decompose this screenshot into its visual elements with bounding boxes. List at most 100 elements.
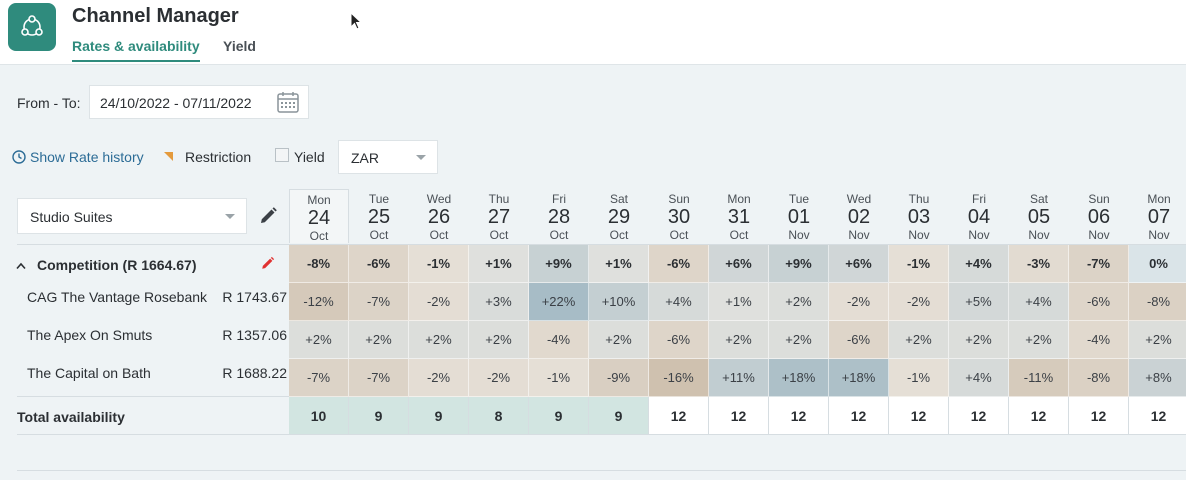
competitor-rate-cell[interactable]: -6% — [829, 321, 889, 359]
competition-cell[interactable]: 0% — [1129, 245, 1186, 283]
competitor-rate-cell[interactable]: +4% — [649, 283, 709, 321]
mouse-cursor-icon — [350, 12, 362, 30]
day-dom: 02 — [847, 206, 871, 228]
competition-cell[interactable]: +6% — [829, 245, 889, 283]
chevron-up-icon[interactable] — [16, 262, 26, 270]
yield-checkbox[interactable] — [275, 148, 289, 162]
day-mon: Nov — [1028, 228, 1050, 242]
competitor-rate-cell[interactable]: -7% — [289, 359, 349, 397]
availability-cell[interactable]: 9 — [529, 397, 589, 434]
day-header: Mon 31 Oct — [709, 189, 769, 243]
competitor-rate-cell[interactable]: -2% — [409, 283, 469, 321]
availability-cell[interactable]: 12 — [889, 397, 949, 434]
competitor-rate-cell[interactable]: -6% — [649, 321, 709, 359]
competitor-rate-cell[interactable]: +4% — [1009, 283, 1069, 321]
competition-cell[interactable]: -3% — [1009, 245, 1069, 283]
nodes-icon[interactable] — [8, 3, 56, 51]
competitor-rate-cell[interactable]: +2% — [589, 321, 649, 359]
competitor-rate-cell[interactable]: +5% — [949, 283, 1009, 321]
competitor-rate-cell[interactable]: +2% — [769, 321, 829, 359]
day-mon: Nov — [848, 228, 870, 242]
competitor-rate-cell[interactable]: -2% — [409, 359, 469, 397]
availability-cell[interactable]: 12 — [949, 397, 1009, 434]
competition-cell[interactable]: +4% — [949, 245, 1009, 283]
competitor-rate-cell[interactable]: +2% — [889, 321, 949, 359]
competition-cell[interactable]: -8% — [289, 245, 349, 283]
availability-cell[interactable]: 12 — [649, 397, 709, 434]
competitor-rate-cell[interactable]: -2% — [889, 283, 949, 321]
availability-cell[interactable]: 12 — [769, 397, 829, 434]
day-mon: Nov — [1148, 228, 1170, 242]
competition-cell[interactable]: -1% — [889, 245, 949, 283]
availability-cell[interactable]: 12 — [1069, 397, 1129, 434]
competitor-rate-cell[interactable]: +2% — [1009, 321, 1069, 359]
competitor-rate-cell[interactable]: -6% — [1069, 283, 1129, 321]
competitor-rate-cell[interactable]: -9% — [589, 359, 649, 397]
competitor-rate-cell[interactable]: -1% — [889, 359, 949, 397]
competitor-rate-cell[interactable]: +2% — [949, 321, 1009, 359]
competitor-rate-cell[interactable]: +4% — [949, 359, 1009, 397]
competitor-rate-cell[interactable]: -11% — [1009, 359, 1069, 397]
day-mon: Oct — [369, 228, 389, 242]
tab-rates-availability[interactable]: Rates & availability — [72, 38, 200, 62]
competitor-rate-cell[interactable]: +2% — [289, 321, 349, 359]
availability-cell[interactable]: 12 — [709, 397, 769, 434]
competitor-rate-cell[interactable]: +11% — [709, 359, 769, 397]
availability-cell[interactable]: 10 — [289, 397, 349, 434]
competition-cell[interactable]: +9% — [769, 245, 829, 283]
competitor-rate-cell[interactable]: -2% — [829, 283, 889, 321]
date-range-input[interactable]: 24/10/2022 - 07/11/2022 — [89, 85, 309, 119]
availability-cell[interactable]: 8 — [469, 397, 529, 434]
competitor-rate-cell[interactable]: +2% — [769, 283, 829, 321]
competition-cell[interactable]: +9% — [529, 245, 589, 283]
competition-cell[interactable]: +1% — [589, 245, 649, 283]
competitor-rate-cell[interactable]: +2% — [349, 321, 409, 359]
day-header: Sun 30 Oct — [649, 189, 709, 243]
competitor-rate-cell[interactable]: -16% — [649, 359, 709, 397]
competitor-rate-cell[interactable]: -7% — [349, 283, 409, 321]
room-type-select[interactable]: Studio Suites — [17, 198, 247, 234]
competitor-rate-cell[interactable]: -4% — [1069, 321, 1129, 359]
day-header: Tue 25 Oct — [349, 189, 409, 243]
competitor-rate-cell[interactable]: -2% — [469, 359, 529, 397]
competition-cell[interactable]: -7% — [1069, 245, 1129, 283]
competitor-rate-cell[interactable]: +2% — [409, 321, 469, 359]
competitor-rate-cell[interactable]: +18% — [769, 359, 829, 397]
availability-cell[interactable]: 9 — [589, 397, 649, 434]
competitor-rate-cell[interactable]: -7% — [349, 359, 409, 397]
competitor-rate-cell[interactable]: -1% — [529, 359, 589, 397]
edit-pencil-icon[interactable] — [258, 206, 278, 226]
competitor-rate-cell[interactable]: +3% — [469, 283, 529, 321]
show-rate-history-link[interactable]: Show Rate history — [12, 149, 144, 165]
competitor-rate-cell[interactable]: +1% — [709, 283, 769, 321]
edit-red-pencil-icon[interactable] — [260, 256, 275, 271]
availability-cell[interactable]: 9 — [409, 397, 469, 434]
availability-cell[interactable]: 12 — [1009, 397, 1069, 434]
availability-cell[interactable]: 12 — [1129, 397, 1186, 434]
day-header: Fri 28 Oct — [529, 189, 589, 243]
competition-label: Competition (R 1664.67) — [37, 257, 197, 273]
competitor-rate-cell[interactable]: +22% — [529, 283, 589, 321]
competition-cell[interactable]: -1% — [409, 245, 469, 283]
competition-cell[interactable]: +1% — [469, 245, 529, 283]
calendar-icon[interactable] — [276, 90, 300, 114]
competitor-rate-cell[interactable]: -4% — [529, 321, 589, 359]
next-section-strip — [17, 470, 1186, 480]
day-dow: Sun — [1088, 192, 1110, 206]
competitor-rate-cell[interactable]: +18% — [829, 359, 889, 397]
competitor-rate-cell[interactable]: +2% — [1129, 321, 1186, 359]
competition-cell[interactable]: -6% — [349, 245, 409, 283]
availability-cell[interactable]: 12 — [829, 397, 889, 434]
competitor-rate-cell[interactable]: +2% — [469, 321, 529, 359]
competitor-rate-cell[interactable]: -8% — [1069, 359, 1129, 397]
competitor-rate-cell[interactable]: -12% — [289, 283, 349, 321]
competitor-rate-cell[interactable]: +2% — [709, 321, 769, 359]
competition-cell[interactable]: -6% — [649, 245, 709, 283]
competitor-rate-cell[interactable]: +10% — [589, 283, 649, 321]
tab-yield[interactable]: Yield — [223, 38, 256, 54]
day-dow: Wed — [846, 192, 872, 206]
availability-cell[interactable]: 9 — [349, 397, 409, 434]
competitor-rate-cell[interactable]: +8% — [1129, 359, 1186, 397]
competition-cell[interactable]: +6% — [709, 245, 769, 283]
competitor-rate-cell[interactable]: -8% — [1129, 283, 1186, 321]
